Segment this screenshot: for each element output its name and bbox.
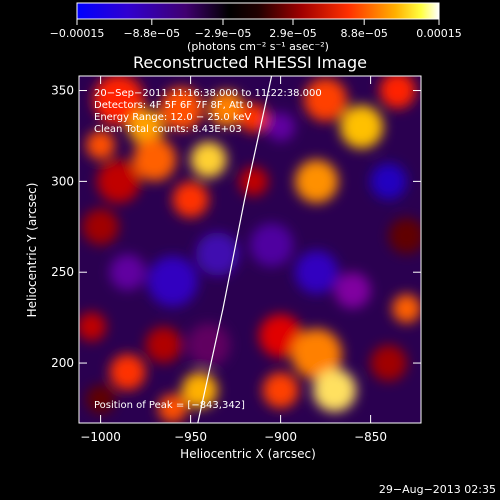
solar-limb-line xyxy=(197,76,273,423)
colorbar-tick-label: 0.00015 xyxy=(416,27,462,40)
annotation-method: Clean Total counts: 8.43E+03 xyxy=(94,124,242,135)
colorbar-tick-label: 8.8e−05 xyxy=(340,27,387,40)
intensity-blob xyxy=(93,76,144,125)
intensity-blob xyxy=(133,137,177,182)
annotation-detectors: Detectors: 4F 5F 6F 7F 8F, Att 0 xyxy=(94,100,253,111)
intensity-blob xyxy=(370,163,407,200)
intensity-blob xyxy=(388,217,421,254)
intensity-blob xyxy=(158,394,188,423)
intensity-blob xyxy=(239,166,268,196)
colorbar-tick-label: −0.00015 xyxy=(50,27,105,40)
intensity-blob xyxy=(147,256,198,307)
intensity-blob xyxy=(208,90,245,127)
plot-frame xyxy=(78,75,422,424)
x-tick-label: −900 xyxy=(264,430,297,444)
annotation-energy: Energy Range: 12.0 − 25.0 keV xyxy=(94,112,251,123)
colorbar xyxy=(76,2,440,20)
intensity-blob xyxy=(266,112,295,142)
chart-title: Reconstructed RHESSI Image xyxy=(133,53,367,72)
intensity-blob xyxy=(86,130,115,160)
colorbar-units: (photons cm⁻² s⁻¹ asec⁻²) xyxy=(187,40,329,53)
intensity-blob xyxy=(295,159,339,203)
colorbar-tick-label: −2.9e−05 xyxy=(195,27,252,40)
x-axis-ticks: −1000 −950 −900 −850 xyxy=(80,76,387,444)
intensity-blob xyxy=(379,76,416,109)
annotation-time-range: 20−Sep−2011 11:16:38.000 to 11:22:38.000 xyxy=(94,88,322,99)
intensity-blob xyxy=(145,326,182,363)
y-tick-label: 250 xyxy=(51,265,74,279)
intensity-blob xyxy=(370,345,407,382)
x-tick-label: −1000 xyxy=(80,430,121,444)
intensity-blob xyxy=(172,181,209,218)
x-axis-label: Heliocentric X (arcsec) xyxy=(180,447,316,461)
y-tick-label: 300 xyxy=(51,174,74,188)
intensity-blob xyxy=(334,272,371,309)
intensity-blob xyxy=(392,294,421,323)
x-tick-label: −850 xyxy=(354,430,387,444)
intensity-blob xyxy=(313,368,357,412)
intensity-blob xyxy=(190,141,227,178)
intensity-blob xyxy=(196,232,240,276)
y-axis-ticks: 200 250 300 350 xyxy=(51,84,421,370)
colorbar-tick-label: −8.8e−05 xyxy=(123,27,180,40)
intensity-blob xyxy=(109,254,146,291)
intensity-blob xyxy=(187,323,231,367)
intensity-blob xyxy=(340,105,384,149)
y-axis-label: Heliocentric Y (arcsec) xyxy=(25,183,39,318)
y-tick-label: 200 xyxy=(51,356,74,370)
intensity-blob xyxy=(250,223,294,267)
intensity-blob xyxy=(295,250,339,294)
intensity-blob xyxy=(82,208,119,245)
intensity-map xyxy=(79,76,421,423)
intensity-blob xyxy=(86,384,115,414)
y-tick-label: 350 xyxy=(51,84,74,98)
intensity-blob xyxy=(304,78,348,122)
image-area xyxy=(79,76,421,423)
intensity-blob xyxy=(160,87,204,131)
x-tick-label: −950 xyxy=(174,430,207,444)
intensity-blob xyxy=(109,354,146,391)
intensity-blob xyxy=(79,312,106,342)
intensity-blob xyxy=(259,314,303,358)
annotation-peak: Position of Peak = [−843,342] xyxy=(94,400,245,411)
colorbar-ticks: −0.00015 −8.8e−05 −2.9e−05 2.9e−05 8.8e−05 0.… xyxy=(50,19,462,40)
intensity-blob xyxy=(262,372,299,409)
intensity-blob xyxy=(97,159,141,203)
intensity-blob xyxy=(127,108,164,145)
intensity-blob xyxy=(181,372,218,409)
footer-date: 29−Aug−2013 02:35 xyxy=(379,483,496,496)
intensity-blob xyxy=(291,328,342,380)
colorbar-tick-label: 2.9e−05 xyxy=(269,27,316,40)
